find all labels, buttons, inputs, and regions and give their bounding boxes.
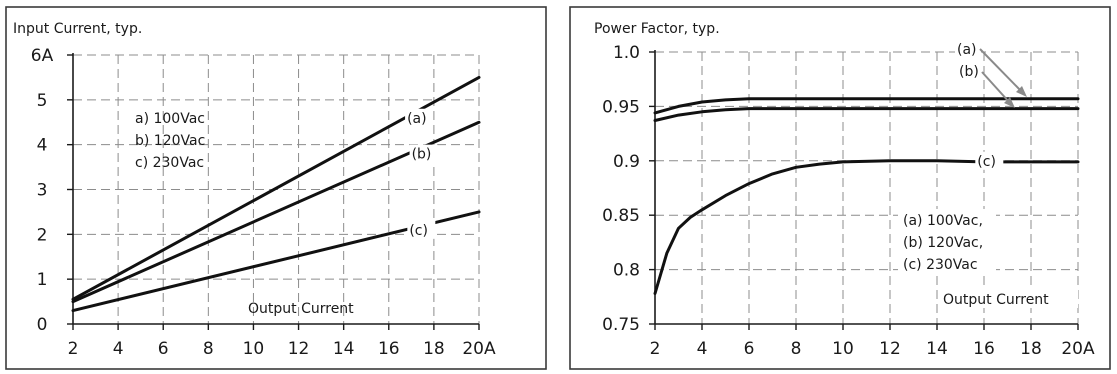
x-tick-label: 18 <box>1020 339 1042 359</box>
x-tick-label: 6 <box>744 339 755 359</box>
y-tick-label: 3 <box>37 181 48 201</box>
chart-title: Input Current, typ. <box>13 21 142 37</box>
x-tick-label: 14 <box>926 339 948 359</box>
y-tick-label: 0 <box>37 315 48 335</box>
grid <box>73 54 480 324</box>
arrowhead-icon <box>1016 86 1027 97</box>
y-tick-label: 0.95 <box>602 97 640 117</box>
x-tick-label: 2 <box>68 339 79 359</box>
note-backdrop <box>898 209 996 273</box>
y-tick-label: 5 <box>37 91 48 111</box>
y-tick-label: 0.8 <box>613 261 640 281</box>
note-line: c) 230Vac <box>135 155 204 171</box>
arrowhead-icon <box>1004 97 1015 108</box>
series-line-c <box>653 159 1080 295</box>
x-tick-labels: 2 4 6 8 10 12 14 16 18 20A <box>650 339 1095 359</box>
x-tick-label: 16 <box>973 339 995 359</box>
series-label: (c) <box>977 154 996 170</box>
series-label-backdrop <box>955 41 981 58</box>
x-tick-label: 8 <box>203 339 214 359</box>
series-label-backdrop <box>409 144 438 163</box>
series-label: (c) <box>409 223 428 239</box>
x-tick-label: 20A <box>462 339 496 359</box>
x-axis-label-backdrop <box>940 288 1078 308</box>
series <box>653 97 1080 295</box>
series-label-backdrop <box>975 151 1004 170</box>
series-labels: (c) <box>975 151 1004 170</box>
note-line: (a) 100Vac, <box>903 213 983 229</box>
x-tick-labels: 2 4 6 8 10 12 14 16 18 20A <box>68 339 496 359</box>
series-labels: (a) (b) (c) <box>405 108 438 239</box>
note-line: (b) 120Vac, <box>903 235 983 251</box>
x-tick-label: 12 <box>879 339 901 359</box>
series-label-backdrop <box>405 108 434 127</box>
pointer-arrow-b <box>981 71 1011 104</box>
pointer-arrow-a <box>979 48 1023 93</box>
panel-frame <box>569 6 1111 370</box>
note-line: (c) 230Vac <box>903 257 978 273</box>
y-tick-labels: 0 1 2 3 4 5 6A <box>31 46 54 335</box>
legend-notes: (a) 100Vac, (b) 120Vac, (c) 230Vac <box>903 213 983 273</box>
y-tick-label: 0.9 <box>613 152 640 172</box>
chart-title: Power Factor, typ. <box>594 21 720 37</box>
series-label-backdrop <box>407 220 436 239</box>
x-tick-label: 4 <box>697 339 708 359</box>
x-tick-label: 16 <box>378 339 400 359</box>
x-tick-label: 2 <box>650 339 661 359</box>
series-label-a: (a) <box>957 42 977 58</box>
x-tick-label: 14 <box>333 339 355 359</box>
axes <box>67 53 480 330</box>
y-tick-label: 0.85 <box>602 206 640 226</box>
y-tick-label: 6A <box>31 46 54 66</box>
x-tick-label: 6 <box>158 339 169 359</box>
series-label: (b) <box>412 147 432 163</box>
series-label-b: (b) <box>959 64 979 80</box>
axes <box>649 50 1079 330</box>
x-axis-label: Output Current <box>943 292 1049 308</box>
x-tick-label: 4 <box>113 339 124 359</box>
x-tick-label: 18 <box>423 339 445 359</box>
x-tick-label: 8 <box>791 339 802 359</box>
note-line: a) 100Vac <box>135 111 205 127</box>
x-tick-label: 10 <box>243 339 265 359</box>
x-tick-label: 10 <box>832 339 854 359</box>
y-tick-label: 4 <box>37 136 48 156</box>
y-tick-label: 0.75 <box>602 315 640 335</box>
power-factor-panel: Power Factor, typ. 0.75 0.8 0.85 0.9 0.95 1.0… <box>569 6 1111 370</box>
y-tick-label: 1 <box>37 270 48 290</box>
y-tick-labels: 0.75 0.8 0.85 0.9 0.95 1.0 <box>602 43 640 335</box>
series-label: (a) <box>407 111 427 127</box>
x-tick-label: 20A <box>1061 339 1095 359</box>
series-line-b <box>653 107 1080 122</box>
y-tick-label: 2 <box>37 225 48 245</box>
x-tick-label: 12 <box>288 339 310 359</box>
legend-notes: a) 100Vac b) 120Vac c) 230Vac <box>135 111 205 171</box>
series-label-backdrop <box>957 63 983 80</box>
x-axis-label: Output Current <box>248 301 354 317</box>
series-line-a <box>653 97 1080 115</box>
y-tick-label: 1.0 <box>613 43 640 63</box>
note-line: b) 120Vac <box>135 133 205 149</box>
